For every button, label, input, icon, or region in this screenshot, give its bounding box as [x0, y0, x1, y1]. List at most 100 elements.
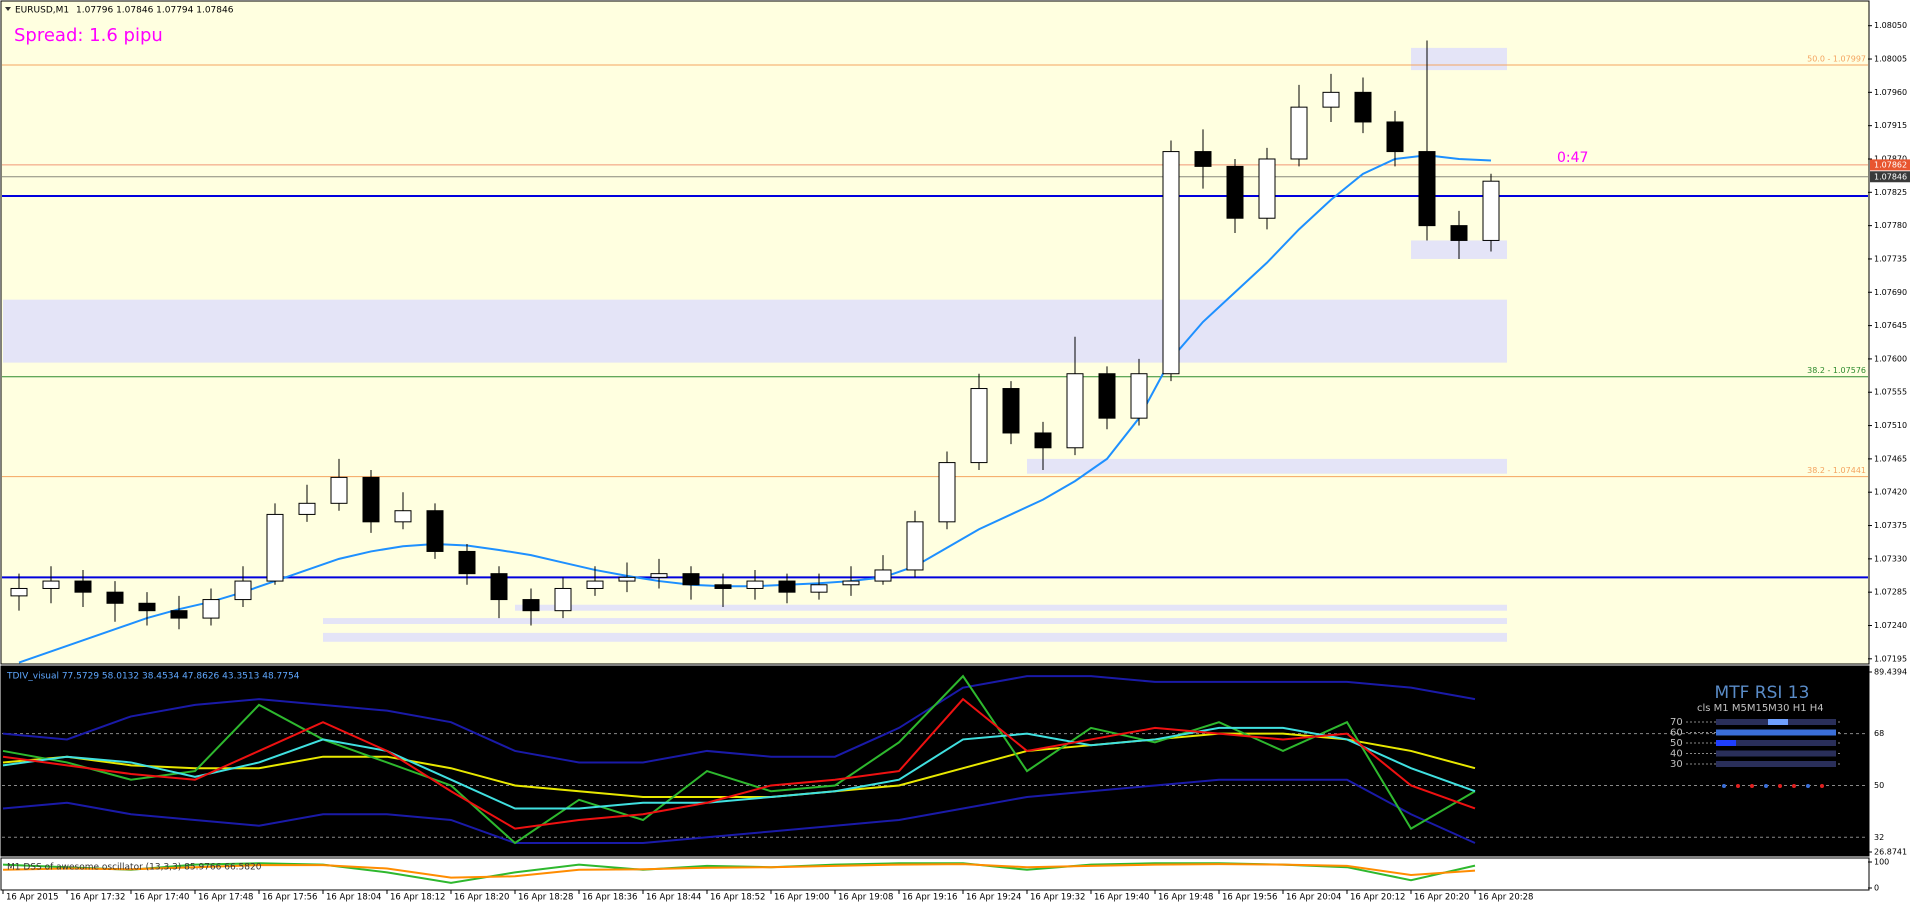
x-tick-label: 16 Apr 17:48 [198, 893, 253, 903]
x-tick-label: 16 Apr 20:04 [1286, 893, 1341, 903]
indicator-panel [0, 665, 1870, 857]
candle-body [266, 513, 284, 582]
candle-body [1194, 151, 1212, 167]
x-tick-label: 16 Apr 19:16 [902, 893, 957, 903]
candle-body [394, 510, 412, 523]
mtf-rsi-title: MTF RSI 13 [1715, 683, 1810, 703]
y-tick-label: 1.07285 [1874, 588, 1907, 597]
candle-body [1130, 373, 1148, 419]
candle-body [426, 510, 444, 552]
x-tick-label: 16 Apr 18:52 [710, 893, 765, 903]
candle-body [490, 573, 508, 601]
candle-body [362, 476, 380, 523]
x-tick-label: 16 Apr 19:24 [966, 893, 1021, 903]
tdi-chart [2, 671, 1872, 853]
candle-body [554, 587, 572, 612]
candle-body [1226, 165, 1244, 219]
y-tick-label: 32 [1874, 833, 1884, 842]
candle-body [202, 599, 220, 619]
mtf-m1-cell [1716, 740, 1736, 746]
candle-body [682, 573, 700, 586]
y-tick-label: 50 [1874, 781, 1884, 790]
mtf-rsi-columns: cls M1 M5M15M30 H1 H4 [1697, 703, 1824, 714]
spread: Spread: 1.6 pipu [14, 25, 163, 46]
level-label: 38.2 - 1.07576 [1807, 366, 1866, 375]
x-tick-label: 16 Apr 17:32 [70, 893, 125, 903]
candle-body [330, 476, 348, 504]
mtf-level-label: 70 [1670, 717, 1683, 728]
zone [1411, 47, 1507, 71]
candle-body [714, 584, 732, 589]
y-tick-label: 1.07555 [1874, 388, 1907, 397]
y-tick-label: 89.4394 [1874, 668, 1907, 677]
y-tick-label: 1.07915 [1874, 121, 1907, 130]
mtf-row-bar [1716, 729, 1836, 736]
candle-body [1482, 180, 1500, 241]
x-tick-label: 16 Apr 19:56 [1222, 893, 1277, 903]
x-tick-label: 16 Apr 20:20 [1414, 893, 1469, 903]
x-tick-label: 16 Apr 17:40 [134, 893, 189, 903]
y-tick-label: 1.07645 [1874, 321, 1907, 330]
candle-body [970, 388, 988, 464]
candle-body [810, 584, 828, 593]
x-tick-label: 16 Apr 18:36 [582, 893, 637, 903]
candle-body [650, 573, 668, 578]
candle-body [586, 580, 604, 589]
symbol: EURUSD,M1 [15, 6, 69, 16]
mtf-level-label: 40 [1670, 749, 1683, 760]
candle-body [10, 587, 28, 597]
mtf-dot [1778, 784, 1782, 788]
candle-body [1258, 158, 1276, 219]
y-tick-label: 1.07465 [1874, 454, 1907, 463]
candle-timer: 0:47 [1557, 150, 1588, 166]
y-tick-label: 1.07195 [1874, 654, 1907, 663]
y-tick-label: 1.07420 [1874, 488, 1907, 497]
x-tick-label: 16 Apr 18:12 [390, 893, 445, 903]
x-tick-label: 16 Apr 18:44 [646, 893, 701, 903]
candle-body [1322, 91, 1340, 108]
candle-body [874, 569, 892, 582]
candle-body [906, 521, 924, 571]
price-tag-label: 1.07846 [1874, 172, 1907, 181]
x-tick-label: 16 Apr 19:00 [774, 893, 829, 903]
main-chart: 50.0 - 1.07997 38.2 - 1.07576 38.2 - 1.074… [2, 40, 1868, 664]
price-tag [1870, 159, 1910, 171]
indicator-line [2, 697, 1476, 830]
mtf-level-label: 30 [1670, 759, 1683, 770]
mtf-row-bar [1716, 761, 1836, 767]
mtf-level-label: 60 [1670, 728, 1683, 739]
x-tick-label: 16 Apr 20:12 [1350, 893, 1405, 903]
mtf-dot [1820, 784, 1824, 788]
indicator-line [2, 778, 1476, 845]
y-tick-label: 1.07690 [1874, 288, 1907, 297]
mtf-dot [1722, 784, 1726, 788]
y-tick-label: 26.8741 [1874, 848, 1907, 857]
x-tick-label: 16 Apr 18:20 [454, 893, 509, 903]
candle-body [1450, 225, 1468, 241]
candle-body [458, 550, 476, 575]
candle-body [1066, 373, 1084, 449]
y-tick-label: 1.07960 [1874, 88, 1907, 97]
quote: 1.07796 1.07846 1.07794 1.07846 [76, 6, 234, 16]
tdi-title: TDIV_visual 77.5729 58.0132 38.4534 47.8… [6, 672, 300, 682]
candle-body [778, 580, 796, 593]
y-tick-label: 1.08005 [1874, 55, 1907, 64]
y-tick-label: 1.07735 [1874, 254, 1907, 263]
candle-body [74, 580, 92, 593]
y-tick-label: 1.07375 [1874, 521, 1907, 530]
menu-triangle[interactable] [5, 7, 11, 11]
candle-body [938, 462, 956, 523]
zone [323, 618, 1507, 625]
zone [1027, 458, 1507, 474]
indicator-line [2, 863, 1476, 879]
candle-body [1354, 91, 1372, 123]
dss-title: M1 DSS of awesome oscillator (13,3,3) 85… [7, 863, 262, 873]
y-tick-label: 1.07510 [1874, 421, 1907, 430]
mtf-h4-cell [1768, 719, 1788, 725]
zone [3, 299, 1507, 363]
mtf-dot [1764, 784, 1768, 788]
y-tick-label: 68 [1874, 729, 1884, 738]
y-tick-label: 1.07240 [1874, 621, 1907, 630]
x-tick-label: 16 Apr 19:32 [1030, 893, 1085, 903]
